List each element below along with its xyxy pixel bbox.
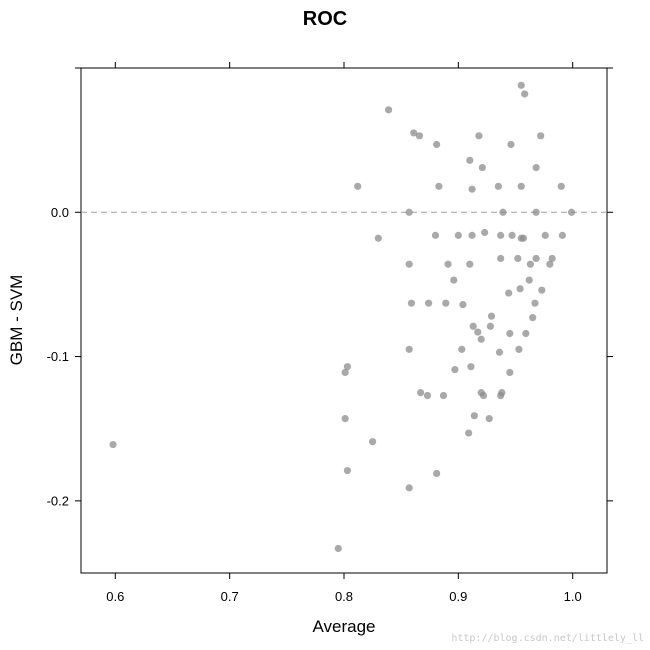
data-point [433,140,441,149]
data-point [423,391,432,400]
x-tick-label: 0.6 [106,589,124,604]
data-point [478,163,486,172]
data-point [405,260,413,268]
data-point [517,182,525,190]
plot-frame [80,67,608,574]
data-point [537,132,545,140]
data-point [410,129,418,137]
y-axis-label: GBM - SVM [7,275,26,366]
data-point [505,289,513,297]
data-point [521,90,529,98]
axis-ticks: 0.6 0.7 0.8 0.9 1.0 -0.2 -0.1 0.0 [47,62,613,604]
data-point [405,345,413,353]
data-point [341,415,349,423]
data-point [487,312,496,320]
y-tick-label: -0.2 [47,493,69,508]
data-point [466,156,474,164]
data-point [498,389,506,397]
data-point [531,299,539,307]
data-point [354,182,362,190]
data-point [368,438,377,446]
y-tick-label: -0.1 [47,349,69,364]
data-point [469,322,477,330]
data-point [439,391,448,400]
chart-title: ROC [303,8,347,30]
data-point [497,254,505,263]
data-point [442,299,450,307]
data-point [384,106,393,114]
data-point [465,429,473,437]
data-point [425,299,433,307]
data-point [481,228,489,237]
watermark-url: http://blog.csdn.net/littlely_ll [451,633,644,644]
data-point [499,208,507,216]
data-point [109,440,117,449]
data-point [516,285,524,293]
x-tick-label: 0.8 [335,589,353,604]
data-point [435,182,443,190]
data-point [532,254,540,263]
data-point [343,363,352,371]
x-tick-label: 1.0 [564,589,582,604]
data-point [558,231,567,239]
data-point [468,231,476,239]
data-point [468,185,476,193]
data-point [486,322,494,330]
data-point [433,469,441,478]
data-point [519,234,528,242]
data-point [538,286,546,294]
data-point [532,208,540,216]
data-points [109,81,576,553]
data-point [343,466,352,475]
data-point [458,345,466,353]
data-point [407,299,416,307]
data-point [506,368,514,377]
data-point [525,276,533,284]
data-point [459,301,467,309]
data-point [466,260,474,268]
data-point [532,163,540,172]
data-point [526,260,534,268]
data-point [507,140,515,149]
data-point [470,412,478,420]
data-point [454,231,462,239]
data-point [474,328,482,336]
data-point [431,231,440,239]
data-point [477,335,485,343]
data-point [522,329,530,338]
data-point [334,544,342,553]
data-point [479,391,488,400]
data-point [415,132,424,140]
data-point [529,314,537,322]
x-axis-label: Average [312,617,375,636]
data-point [546,260,554,268]
data-point [508,231,516,239]
data-point [485,415,493,423]
data-point [495,348,504,356]
data-point [444,260,452,268]
data-point [405,208,413,216]
data-point [494,182,502,190]
data-point [374,234,382,242]
data-point [450,276,458,284]
data-point [475,132,483,140]
data-point [557,182,565,190]
x-tick-label: 0.9 [449,589,467,604]
data-point [541,231,549,239]
data-point [517,81,525,89]
data-point [514,254,522,263]
x-tick-label: 0.7 [221,589,239,604]
data-point [417,389,425,397]
data-point [515,345,523,353]
data-point [548,254,556,263]
data-point [405,484,413,492]
y-tick-label: 0.0 [51,205,69,220]
data-point [341,368,349,377]
data-point [467,363,475,371]
data-point [497,231,505,239]
data-point [567,208,576,216]
data-point [451,365,459,374]
data-point [506,329,514,338]
